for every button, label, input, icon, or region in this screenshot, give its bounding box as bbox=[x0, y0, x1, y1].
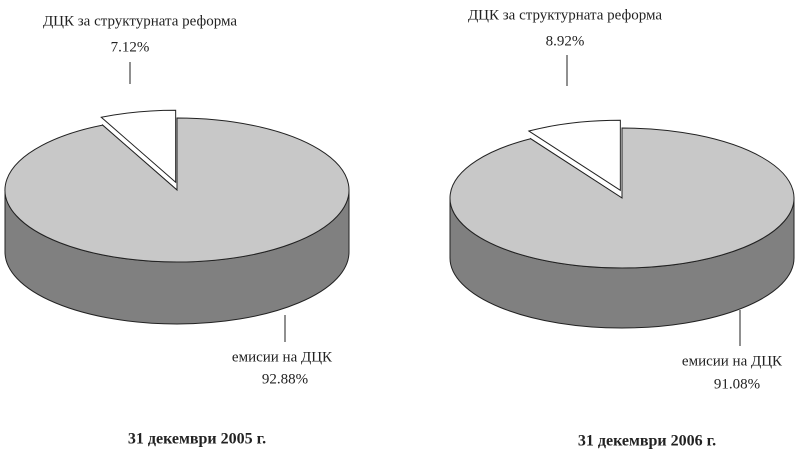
slice-label: емисии на ДЦК bbox=[232, 349, 333, 365]
pie-slice bbox=[527, 119, 621, 192]
slice-label: емисии на ДЦК bbox=[682, 353, 783, 369]
slice-label: ДЦК за структурната реформа bbox=[43, 13, 237, 29]
slice-value: 7.12% bbox=[111, 39, 150, 55]
pie-slice bbox=[100, 109, 177, 184]
slice-value: 92.88% bbox=[262, 371, 308, 387]
chart-title: 31 декември 2006 г. bbox=[578, 433, 716, 450]
chart-title: 31 декември 2005 г. bbox=[128, 431, 266, 448]
pie-slice bbox=[449, 127, 795, 269]
slice-value: 91.08% bbox=[714, 376, 760, 392]
pie-slice bbox=[4, 117, 350, 263]
slice-label: ДЦК за структурната реформа bbox=[468, 7, 662, 23]
slice-value: 8.92% bbox=[546, 33, 585, 49]
